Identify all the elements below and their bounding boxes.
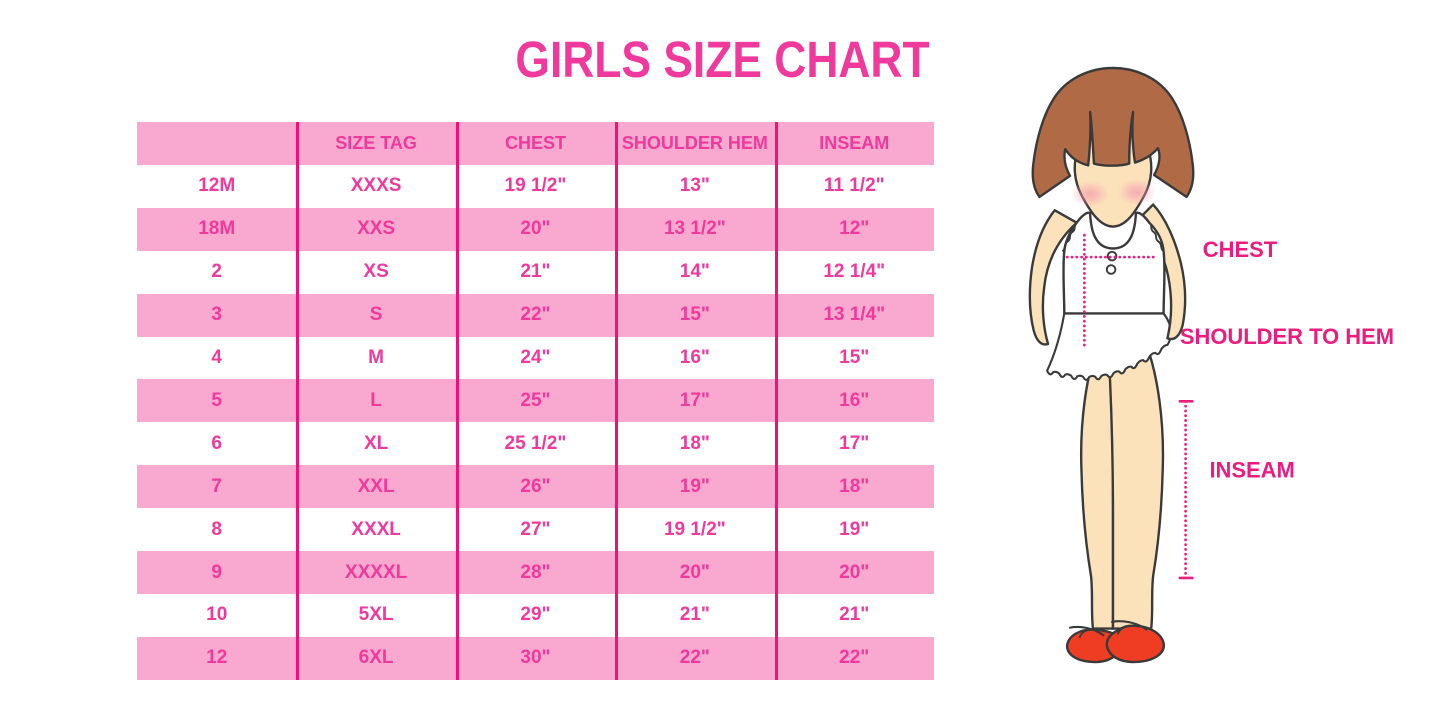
svg-text:CHEST: CHEST: [1203, 237, 1278, 262]
svg-text:INSEAM: INSEAM: [1209, 458, 1294, 483]
svg-text:SHOULDER TO HEM: SHOULDER TO HEM: [1180, 324, 1394, 349]
